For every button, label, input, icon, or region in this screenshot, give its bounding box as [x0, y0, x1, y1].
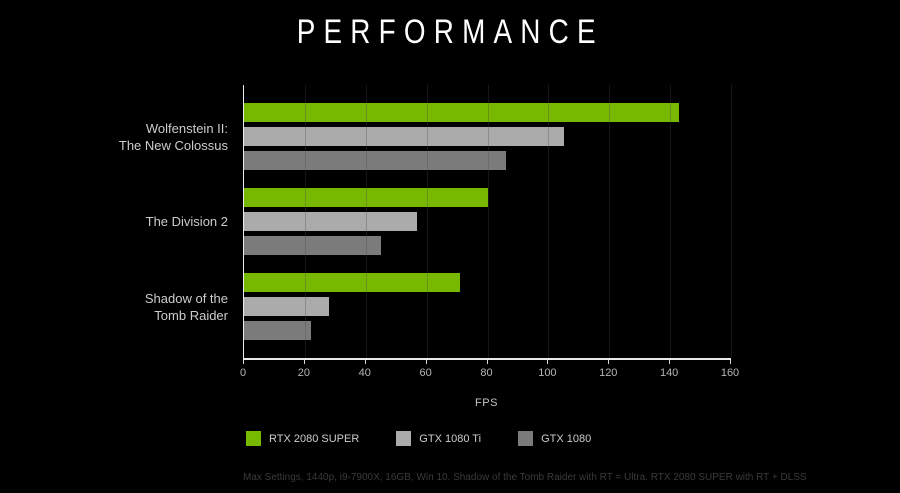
axis-tick: [364, 360, 366, 364]
bar-gtx-1080-ti: [244, 212, 418, 231]
bar-rtx-2080-super: [244, 188, 488, 207]
bar-gtx-1080-ti: [244, 297, 330, 316]
legend-swatch-rtx-2080-super: [246, 431, 261, 446]
axis-tick: [243, 360, 244, 364]
gridline: [609, 85, 611, 358]
gridline: [365, 85, 367, 358]
bar-gtx-1080: [244, 236, 381, 255]
bar-gtx-1080: [244, 151, 506, 170]
axis-tick: [608, 360, 610, 364]
footnote: Max Settings, 1440p, i9-7900X, 16GB, Win…: [243, 472, 807, 483]
axis-tick: [303, 360, 305, 364]
gridline: [304, 85, 306, 358]
bar-rtx-2080-super: [244, 273, 461, 292]
legend-item: GTX 1080: [518, 431, 591, 446]
gridline: [426, 85, 428, 358]
axis-tick-label: 80: [480, 367, 493, 379]
x-axis-title: FPS: [475, 397, 498, 409]
axis-tick: [425, 360, 427, 364]
legend-label: GTX 1080: [541, 432, 592, 445]
bar-group: [244, 188, 731, 255]
category-label: The Division 2: [145, 214, 228, 229]
legend-swatch-gtx-1080-ti: [396, 431, 412, 446]
bar-gtx-1080: [244, 321, 311, 340]
bar-gtx-1080-ti: [244, 127, 564, 146]
category-label: Wolfenstein II: The New Colossus: [118, 120, 228, 153]
gridline: [487, 85, 489, 358]
axis-tick-label: 0: [239, 367, 247, 379]
axis-tick-label: 40: [358, 367, 371, 379]
axis-tick-label: 20: [297, 367, 310, 379]
bar-group: [244, 103, 731, 170]
plot-area: [243, 85, 732, 360]
axis-tick: [730, 360, 731, 364]
legend-item: RTX 2080 SUPER: [246, 431, 359, 446]
axis-tick-label: 160: [720, 367, 740, 379]
bar-group: [244, 273, 731, 340]
x-axis: 0 20 40 60 80 100 120 140 160: [239, 360, 739, 384]
gridline: [731, 85, 732, 358]
axis-tick: [486, 360, 488, 364]
legend-item: GTX 1080 Ti: [396, 431, 481, 446]
axis-tick-label: 100: [538, 367, 557, 379]
page-title-text: PERFORMANCE: [296, 13, 604, 51]
axis-tick: [669, 360, 671, 364]
gridline: [548, 85, 550, 358]
legend-label: RTX 2080 SUPER: [269, 432, 360, 445]
axis-tick-label: 60: [419, 367, 432, 379]
bar-rtx-2080-super: [244, 103, 680, 122]
bar-groups: [244, 85, 731, 358]
legend-label: GTX 1080 Ti: [419, 432, 482, 445]
legend: RTX 2080 SUPER GTX 1080 Ti GTX 1080: [246, 431, 591, 446]
category-labels: Wolfenstein II: The New Colossus The Divis…: [0, 85, 228, 358]
gridline: [670, 85, 672, 358]
legend-swatch-gtx-1080: [518, 431, 534, 446]
axis-tick-label: 120: [599, 367, 618, 379]
axis-tick: [547, 360, 549, 364]
page-title: PERFORMANCE: [0, 13, 900, 52]
axis-tick-label: 140: [659, 367, 679, 379]
category-label: Shadow of the Tomb Raider: [144, 290, 228, 323]
